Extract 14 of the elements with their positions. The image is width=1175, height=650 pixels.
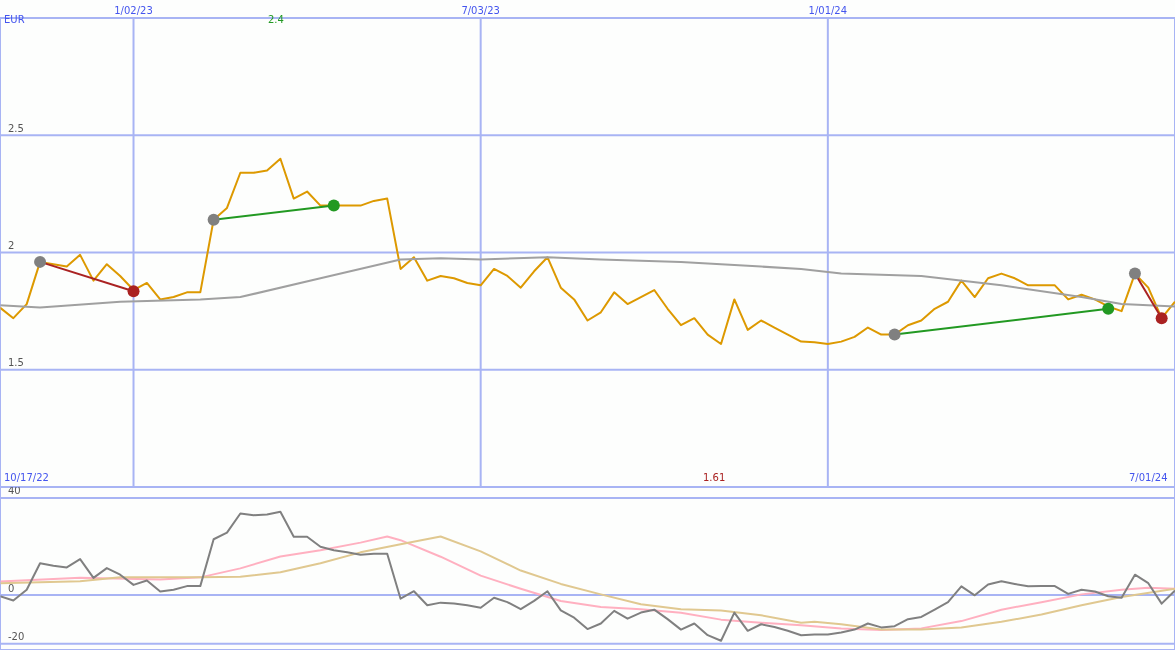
y-tick-label: 2.5 bbox=[8, 122, 24, 134]
y-tick-label: 2 bbox=[8, 240, 15, 252]
annotation: 10/17/22 bbox=[4, 472, 49, 483]
y-axis-title: EUR bbox=[4, 14, 25, 25]
x-tick-label: 1/02/23 bbox=[114, 5, 153, 16]
annotation: 1.61 bbox=[703, 472, 726, 483]
y-tick-label: 1.5 bbox=[8, 357, 24, 369]
annotation: 2.4 bbox=[268, 14, 284, 25]
y-tick-label: 40 bbox=[8, 485, 21, 497]
x-tick-label: 1/01/24 bbox=[808, 5, 848, 16]
y-tick-label: -20 bbox=[8, 631, 25, 643]
annotation: 7/01/24 bbox=[1129, 472, 1168, 483]
y-tick-label: 0 bbox=[8, 582, 15, 594]
x-tick-label: 7/03/23 bbox=[461, 5, 500, 16]
